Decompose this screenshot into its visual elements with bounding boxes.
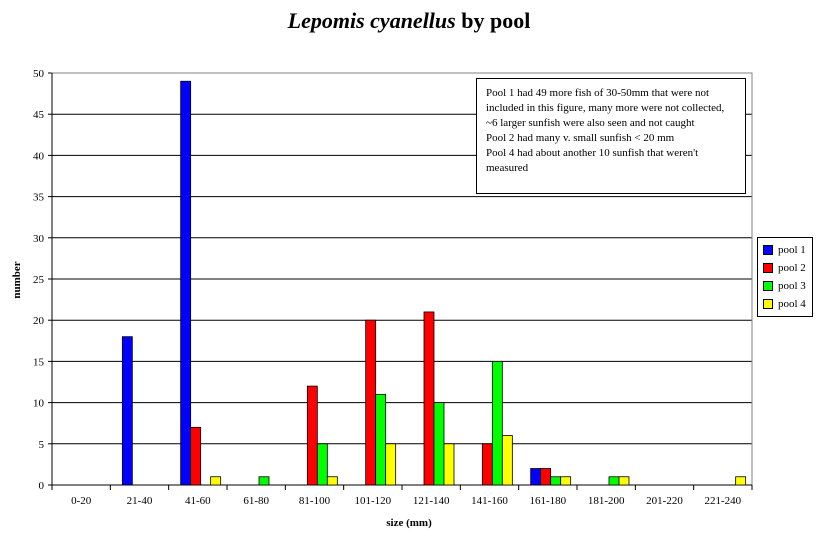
legend-swatch-pool-2 — [763, 263, 773, 273]
annotation-line: Pool 1 had 49 more fish of 30-50mm that … — [486, 87, 710, 99]
legend-item-pool-1: pool 1 — [763, 241, 812, 259]
bar-pool-3-161-180 — [550, 476, 562, 486]
annotation-line: Pool 4 had about another 10 sunfish that… — [486, 147, 699, 159]
y-tick-label: 25 — [33, 274, 45, 286]
annotation-line: ~6 larger sunfish were also seen and not… — [486, 117, 695, 129]
y-tick-label: 5 — [39, 439, 45, 451]
x-tick-label: 221-240 — [704, 495, 741, 507]
y-tick-label: 20 — [33, 315, 45, 327]
bar-pool-4-121-140 — [443, 443, 455, 486]
x-tick-label: 141-160 — [471, 495, 508, 507]
bar-pool-3-141-160 — [491, 360, 503, 486]
annotation-line: measured — [486, 162, 529, 174]
legend-item-pool-4: pool 4 — [763, 295, 812, 313]
bar-pool-1-21-40 — [121, 336, 133, 486]
chart-title-species: Lepomis cyanellus — [287, 8, 456, 33]
y-tick-label: 30 — [33, 233, 45, 245]
bar-pool-1-41-60 — [180, 80, 192, 486]
bar-pool-4-101-120 — [385, 443, 397, 486]
x-tick-label: 101-120 — [354, 495, 391, 507]
legend-swatch-pool-4 — [763, 299, 773, 309]
annotation-box: Pool 1 had 49 more fish of 30-50mm that … — [476, 78, 746, 194]
x-tick-label: 0-20 — [71, 495, 92, 507]
legend-swatch-pool-3 — [763, 281, 773, 291]
bar-pool-2-141-160 — [481, 443, 493, 486]
bar-pool-1-161-180 — [530, 468, 542, 486]
bar-pool-3-81-100 — [316, 443, 328, 486]
x-tick-label: 81-100 — [299, 495, 331, 507]
bar-pool-4-141-160 — [501, 435, 513, 486]
legend-item-pool-2: pool 2 — [763, 259, 812, 277]
chart-title-suffix: by pool — [461, 8, 531, 33]
legend-label-pool-3: pool 3 — [778, 280, 806, 292]
legend-label-pool-2: pool 2 — [778, 262, 806, 274]
bar-pool-3-101-120 — [375, 393, 387, 486]
x-tick-label: 61-80 — [243, 495, 269, 507]
bar-pool-2-81-100 — [306, 385, 318, 486]
bar-pool-3-181-200 — [608, 476, 620, 486]
legend-item-pool-3: pool 3 — [763, 277, 812, 295]
x-tick-label: 21-40 — [127, 495, 153, 507]
legend: pool 1 pool 2 pool 3 pool 4 — [757, 237, 813, 317]
legend-swatch-pool-1 — [763, 245, 773, 255]
y-tick-label: 15 — [33, 356, 45, 368]
y-tick-label: 35 — [33, 192, 45, 204]
annotation-line: included in this figure, many more were … — [486, 102, 725, 114]
legend-label-pool-1: pool 1 — [778, 244, 806, 256]
x-tick-label: 201-220 — [646, 495, 683, 507]
x-tick-label: 121-140 — [413, 495, 450, 507]
y-axis-label: number — [11, 261, 23, 299]
x-tick-label: 41-60 — [185, 495, 211, 507]
bar-pool-2-161-180 — [540, 468, 552, 486]
annotation-line: Pool 2 had many v. small sunfish < 20 mm — [486, 132, 675, 144]
bar-pool-4-181-200 — [618, 476, 630, 486]
x-axis-label: size (mm) — [386, 517, 432, 529]
x-tick-label: 181-200 — [588, 495, 625, 507]
bar-pool-2-41-60 — [190, 426, 202, 486]
y-tick-label: 10 — [33, 398, 45, 410]
x-tick-label: 161-180 — [529, 495, 566, 507]
bar-pool-4-161-180 — [560, 476, 572, 486]
legend-label-pool-4: pool 4 — [778, 298, 806, 310]
y-tick-label: 0 — [39, 480, 45, 492]
y-tick-label: 40 — [33, 150, 45, 162]
bar-pool-4-81-100 — [326, 476, 338, 486]
y-tick-label: 45 — [33, 109, 45, 121]
bar-pool-3-121-140 — [433, 402, 445, 486]
bar-pool-4-41-60 — [210, 476, 222, 486]
bar-pool-2-101-120 — [365, 319, 377, 486]
bar-pool-2-121-140 — [423, 311, 435, 486]
y-tick-label: 50 — [33, 68, 45, 80]
bar-pool-3-61-80 — [258, 476, 270, 486]
chart-title: Lepomis cyanellus by pool — [0, 8, 818, 34]
bar-pool-4-221-240 — [735, 476, 747, 486]
